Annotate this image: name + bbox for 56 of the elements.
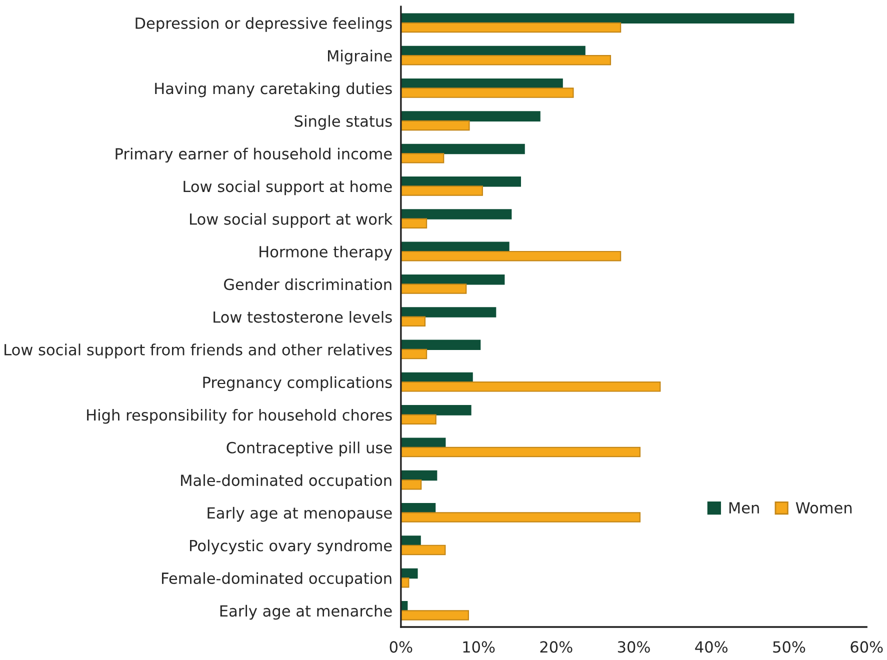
y-tick-label: Hormone therapy [260, 246, 392, 260]
bar [400, 186, 483, 196]
x-tick-label: 0% [390, 641, 412, 653]
legend-label: Women [796, 502, 852, 514]
bar [400, 480, 422, 490]
y-tick-label: High responsibility for household chores [87, 408, 392, 424]
bar [400, 120, 470, 131]
y-tick-label: Low social support at home [184, 180, 392, 196]
bar [400, 405, 472, 416]
y-tick-label: Low testosterone levels [214, 310, 392, 323]
y-tick-label: Male-dominated occupation [181, 474, 392, 490]
x-tick-label: 20% [540, 641, 572, 653]
bar [400, 512, 641, 522]
y-tick-label: Migraine [328, 50, 392, 65]
y-tick-label: Early age at menarche [220, 604, 392, 620]
bar [400, 144, 525, 154]
bar [400, 348, 428, 360]
x-tick-label: 60% [850, 641, 883, 653]
bar [400, 382, 661, 392]
bar [400, 209, 512, 220]
bar [400, 22, 622, 33]
bar [400, 438, 446, 448]
x-tick-label: 30% [618, 641, 650, 653]
bar [400, 414, 436, 424]
bar [400, 610, 469, 620]
bar [400, 544, 446, 556]
bar [400, 284, 467, 294]
y-tick-label: Low social support from friends and other relatives [4, 344, 392, 358]
y-tick-label: Single status [294, 115, 392, 130]
bar [400, 152, 444, 164]
bar [400, 176, 521, 187]
y-tick-label: Having many caretaking duties [155, 82, 392, 98]
bar [400, 111, 540, 122]
x-tick-label: 40% [695, 641, 728, 653]
bar [400, 13, 794, 24]
legend-label: Men [729, 502, 759, 514]
y-tick-label: Female-dominated occupation [162, 572, 392, 588]
y-tick-label: Early age at menopause [208, 506, 392, 522]
y-tick-label: Primary earner of household income [116, 148, 392, 163]
bar [400, 446, 641, 458]
bar [400, 88, 574, 98]
y-tick-label: Contraceptive pill use [226, 442, 392, 456]
bar [400, 250, 622, 262]
y-tick-label: Gender discrimination [224, 278, 392, 290]
bar [400, 218, 428, 229]
y-tick-label: Depression or depressive feelings [136, 17, 392, 32]
bar [400, 307, 496, 318]
y-tick-label: Low social support at work [190, 213, 393, 228]
bar [400, 274, 505, 285]
y-tick-label: Polycystic ovary syndrome [190, 540, 392, 554]
bar [400, 316, 426, 326]
bar [400, 340, 481, 350]
bar [400, 55, 612, 66]
x-tick-label: 10% [463, 641, 495, 653]
x-tick-label: 50% [773, 641, 806, 653]
y-tick-label: Pregnancy complications [203, 376, 392, 392]
